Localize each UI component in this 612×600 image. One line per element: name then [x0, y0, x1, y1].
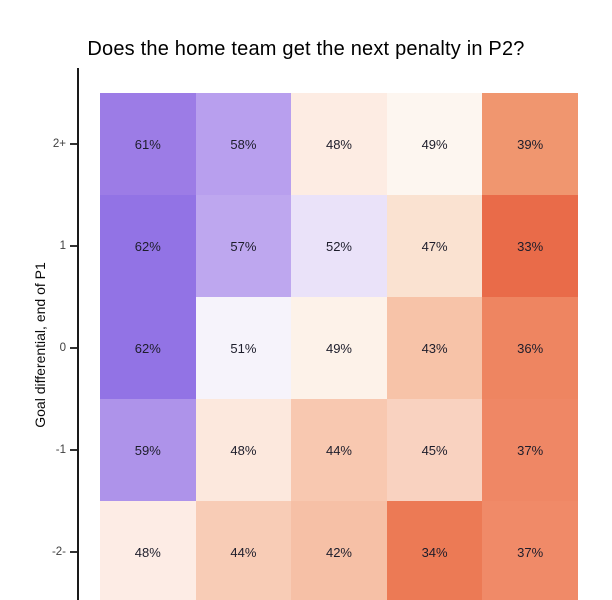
heatmap-cell: 44% — [195, 501, 292, 600]
heatmap-cell: 39% — [482, 93, 578, 195]
y-tick-label: 2+ — [52, 138, 66, 150]
y-tick-label: 0 — [59, 342, 66, 354]
heatmap-grid: 61% 58% 48% 49% 39% 62% 57% 52% 47% 33% 62% 51% 49% 4… — [100, 93, 578, 600]
heatmap-cell: 62% — [100, 195, 196, 297]
heatmap-cell: 61% — [100, 93, 196, 195]
heatmap-cell: 59% — [100, 399, 196, 501]
heatmap-cell: 48% — [291, 93, 387, 195]
heatmap-cell: 49% — [291, 297, 387, 399]
y-tick-mark — [70, 551, 77, 553]
y-tick-mark — [70, 245, 77, 247]
heatmap-cell: 45% — [386, 399, 483, 501]
heatmap-cell: 37% — [482, 399, 578, 501]
heatmap-cell: 62% — [100, 297, 196, 399]
heatmap-cell: 48% — [195, 399, 292, 501]
heatmap-cell: 52% — [291, 195, 387, 297]
heatmap-cell: 49% — [386, 93, 483, 195]
y-tick-label: 1 — [59, 240, 66, 252]
heatmap-cell: 57% — [195, 195, 292, 297]
heatmap-cell: 34% — [386, 501, 483, 600]
heatmap-cell: 33% — [482, 195, 578, 297]
heatmap-cell: 48% — [100, 501, 196, 600]
heatmap-cell: 58% — [195, 93, 292, 195]
heatmap-cell: 42% — [291, 501, 387, 600]
y-tick-mark — [70, 143, 77, 145]
heatmap-cell: 47% — [386, 195, 483, 297]
heatmap-cell: 37% — [482, 501, 578, 600]
y-tick-mark — [70, 347, 77, 349]
y-tick-label: -1 — [55, 444, 66, 456]
heatmap-cell: 44% — [291, 399, 387, 501]
chart-title: Does the home team get the next penalty … — [87, 38, 525, 60]
y-axis-line — [77, 68, 79, 600]
y-tick-label: -2- — [51, 546, 66, 558]
heatmap-cell: 36% — [482, 297, 578, 399]
heatmap-cell: 51% — [195, 297, 292, 399]
heatmap-cell: 43% — [386, 297, 483, 399]
y-tick-mark — [70, 449, 77, 451]
